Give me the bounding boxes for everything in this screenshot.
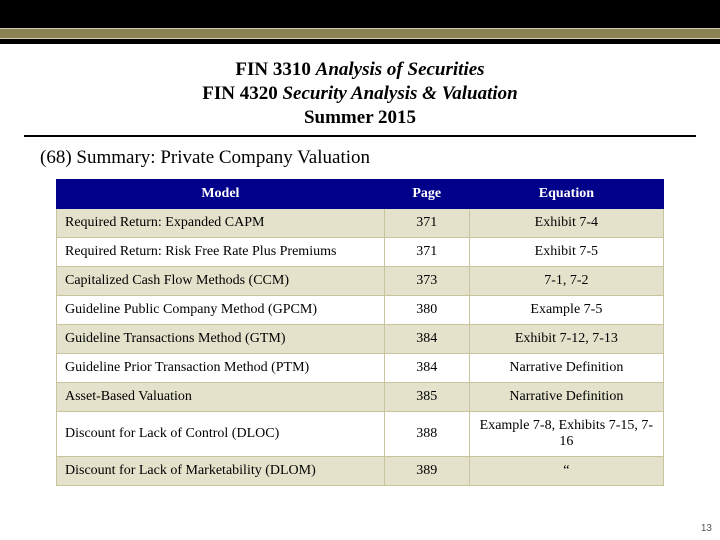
cell-page: 388 bbox=[384, 412, 469, 457]
header-rule bbox=[24, 135, 696, 137]
cell-model: Capitalized Cash Flow Methods (CCM) bbox=[57, 267, 385, 296]
course1-title: Analysis of Securities bbox=[316, 59, 485, 80]
cell-page: 373 bbox=[384, 267, 469, 296]
table-row: Required Return: Risk Free Rate Plus Pre… bbox=[57, 238, 664, 267]
course2-code: FIN 4320 bbox=[202, 83, 277, 104]
cell-page: 384 bbox=[384, 325, 469, 354]
cell-page: 385 bbox=[384, 383, 469, 412]
cell-model: Discount for Lack of Control (DLOC) bbox=[57, 412, 385, 457]
term: Summer 2015 bbox=[0, 106, 720, 130]
col-header-page: Page bbox=[384, 180, 469, 209]
page-number: 13 bbox=[701, 523, 712, 534]
section-title: (68) Summary: Private Company Valuation bbox=[40, 147, 720, 169]
table-row: Asset-Based Valuation 385 Narrative Defi… bbox=[57, 383, 664, 412]
table-row: Guideline Prior Transaction Method (PTM)… bbox=[57, 354, 664, 383]
table-header-row: Model Page Equation bbox=[57, 180, 664, 209]
cell-equation: Exhibit 7-4 bbox=[469, 209, 663, 238]
table-row: Guideline Public Company Method (GPCM) 3… bbox=[57, 296, 664, 325]
table-row: Capitalized Cash Flow Methods (CCM) 373 … bbox=[57, 267, 664, 296]
cell-equation: Example 7-8, Exhibits 7-15, 7-16 bbox=[469, 412, 663, 457]
cell-model: Asset-Based Valuation bbox=[57, 383, 385, 412]
cell-equation: 7-1, 7-2 bbox=[469, 267, 663, 296]
course1-code: FIN 3310 bbox=[235, 59, 310, 80]
cell-model: Guideline Public Company Method (GPCM) bbox=[57, 296, 385, 325]
cell-equation: Exhibit 7-5 bbox=[469, 238, 663, 267]
header-line-2: FIN 4320 Security Analysis & Valuation bbox=[0, 82, 720, 106]
cell-model: Required Return: Risk Free Rate Plus Pre… bbox=[57, 238, 385, 267]
cell-model: Guideline Transactions Method (GTM) bbox=[57, 325, 385, 354]
cell-model: Required Return: Expanded CAPM bbox=[57, 209, 385, 238]
cell-page: 371 bbox=[384, 209, 469, 238]
col-header-equation: Equation bbox=[469, 180, 663, 209]
olive-strip bbox=[0, 28, 720, 39]
table-row: Discount for Lack of Marketability (DLOM… bbox=[57, 457, 664, 486]
header-line-1: FIN 3310 Analysis of Securities bbox=[0, 58, 720, 82]
cell-page: 371 bbox=[384, 238, 469, 267]
valuation-summary-table: Model Page Equation Required Return: Exp… bbox=[56, 179, 664, 486]
col-header-model: Model bbox=[57, 180, 385, 209]
cell-equation: Example 7-5 bbox=[469, 296, 663, 325]
cell-equation: Narrative Definition bbox=[469, 383, 663, 412]
slide-header: FIN 3310 Analysis of Securities FIN 4320… bbox=[0, 58, 720, 129]
table-row: Discount for Lack of Control (DLOC) 388 … bbox=[57, 412, 664, 457]
cell-model: Discount for Lack of Marketability (DLOM… bbox=[57, 457, 385, 486]
cell-equation: Narrative Definition bbox=[469, 354, 663, 383]
table-row: Guideline Transactions Method (GTM) 384 … bbox=[57, 325, 664, 354]
cell-equation: “ bbox=[469, 457, 663, 486]
cell-page: 380 bbox=[384, 296, 469, 325]
table-row: Required Return: Expanded CAPM 371 Exhib… bbox=[57, 209, 664, 238]
cell-equation: Exhibit 7-12, 7-13 bbox=[469, 325, 663, 354]
cell-model: Guideline Prior Transaction Method (PTM) bbox=[57, 354, 385, 383]
cell-page: 389 bbox=[384, 457, 469, 486]
course2-title: Security Analysis & Valuation bbox=[282, 83, 517, 104]
slide-top-band bbox=[0, 0, 720, 44]
cell-page: 384 bbox=[384, 354, 469, 383]
